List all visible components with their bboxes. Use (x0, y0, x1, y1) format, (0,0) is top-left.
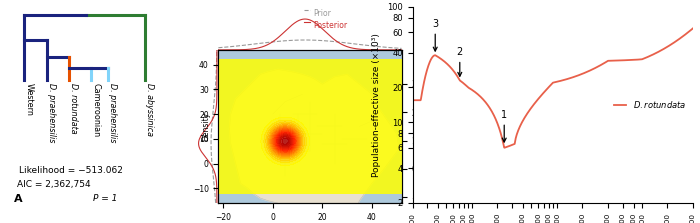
Text: D. rotundata: D. rotundata (69, 83, 78, 133)
Text: Density: Density (202, 112, 211, 141)
Text: 1: 1 (501, 109, 508, 142)
Y-axis label: Population-effective size (×10³): Population-effective size (×10³) (372, 33, 382, 177)
Text: Prior: Prior (314, 9, 332, 18)
Legend: $\it{D. rotundata}$: $\it{D. rotundata}$ (611, 97, 689, 113)
Text: Cameroonian: Cameroonian (91, 83, 100, 137)
Text: 3: 3 (432, 19, 438, 51)
Text: A: A (14, 194, 22, 204)
Text: P = 1: P = 1 (93, 194, 117, 203)
Text: Posterior: Posterior (314, 21, 348, 29)
Text: 2: 2 (456, 47, 463, 76)
Polygon shape (230, 70, 399, 223)
Text: D. abyssinica: D. abyssinica (145, 83, 153, 136)
Text: D. praehensilis: D. praehensilis (47, 83, 55, 142)
Text: AIC = 2,362,754: AIC = 2,362,754 (17, 180, 90, 189)
Text: Western: Western (25, 83, 34, 115)
Text: Likelihood = −513.062: Likelihood = −513.062 (19, 166, 123, 175)
Text: D. praehensilis: D. praehensilis (108, 83, 118, 142)
